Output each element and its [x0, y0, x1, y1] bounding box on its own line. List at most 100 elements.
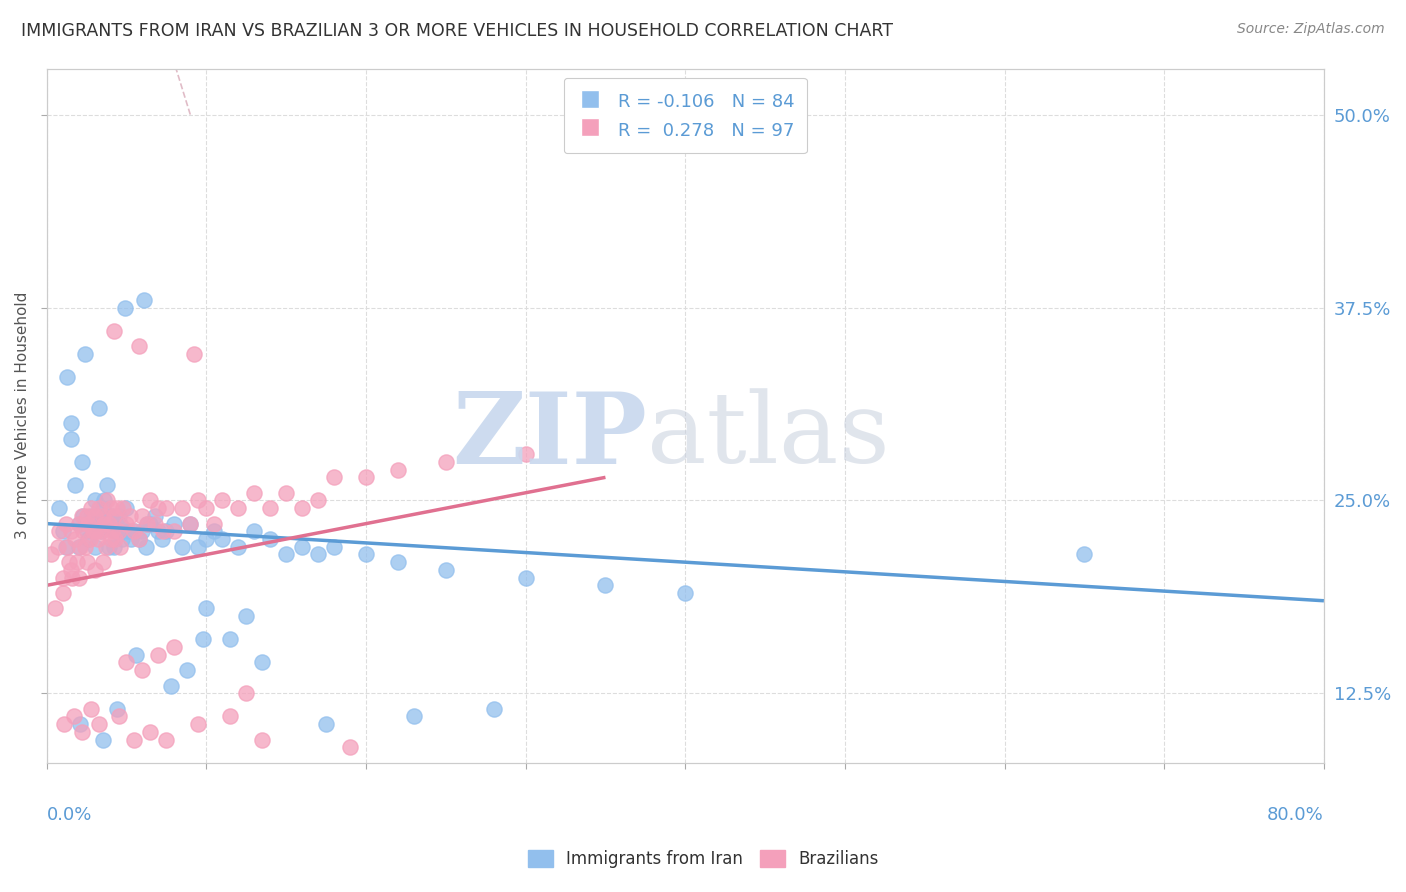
Point: [56, 370, 79, 384]
Point: [105, 702, 128, 716]
Point: [96, 493, 118, 508]
Point: [176, 663, 198, 677]
Point: [80, 508, 103, 523]
Point: [62, 709, 84, 723]
Point: [77, 532, 100, 546]
Point: [91, 555, 114, 569]
Point: [46, 540, 69, 554]
Point: [128, 532, 150, 546]
Point: [112, 501, 135, 516]
Point: [52, 586, 75, 600]
Point: [89, 501, 111, 516]
Point: [172, 501, 194, 516]
Point: [124, 524, 146, 539]
Point: [115, 656, 138, 670]
Point: [67, 540, 90, 554]
Text: IMMIGRANTS FROM IRAN VS BRAZILIAN 3 OR MORE VEHICLES IN HOUSEHOLD CORRELATION CH: IMMIGRANTS FROM IRAN VS BRAZILIAN 3 OR M…: [21, 22, 893, 40]
Point: [243, 485, 266, 500]
Point: [100, 508, 122, 523]
Point: [118, 508, 141, 523]
Point: [76, 508, 98, 523]
Point: [67, 571, 90, 585]
Point: [323, 540, 346, 554]
Text: atlas: atlas: [647, 389, 890, 484]
Point: [59, 417, 82, 431]
Point: [59, 432, 82, 446]
Point: [276, 548, 298, 562]
Text: 80.0%: 80.0%: [1267, 806, 1324, 824]
Point: [103, 324, 125, 338]
Point: [125, 648, 148, 662]
Point: [93, 493, 115, 508]
Point: [70, 455, 93, 469]
Point: [52, 571, 75, 585]
Point: [89, 717, 111, 731]
Point: [515, 571, 537, 585]
Point: [76, 555, 98, 569]
Point: [103, 508, 125, 523]
Point: [120, 532, 142, 546]
Point: [219, 709, 242, 723]
Point: [402, 709, 425, 723]
Point: [104, 524, 127, 539]
Point: [211, 493, 233, 508]
Point: [187, 717, 209, 731]
Point: [80, 702, 103, 716]
Point: [150, 532, 173, 546]
Text: ZIP: ZIP: [453, 388, 647, 485]
Point: [83, 508, 105, 523]
Point: [100, 501, 122, 516]
Point: [82, 524, 104, 539]
Point: [148, 524, 170, 539]
Point: [65, 532, 87, 546]
Point: [105, 501, 128, 516]
Point: [291, 501, 314, 516]
Point: [482, 702, 505, 716]
Point: [107, 709, 129, 723]
Point: [44, 601, 66, 615]
Point: [163, 524, 186, 539]
Point: [219, 632, 242, 647]
Point: [434, 455, 457, 469]
Point: [55, 540, 77, 554]
Point: [211, 532, 233, 546]
Point: [69, 717, 91, 731]
Point: [515, 447, 537, 461]
Point: [117, 524, 139, 539]
Point: [108, 516, 131, 531]
Point: [183, 347, 205, 361]
Point: [77, 516, 100, 531]
Point: [124, 732, 146, 747]
Point: [60, 571, 83, 585]
Point: [128, 532, 150, 546]
Point: [67, 516, 90, 531]
Point: [673, 586, 696, 600]
Point: [143, 516, 166, 531]
Point: [107, 524, 129, 539]
Point: [48, 501, 70, 516]
Point: [87, 508, 110, 523]
Point: [276, 485, 298, 500]
Point: [72, 524, 94, 539]
Point: [132, 293, 155, 307]
Point: [83, 493, 105, 508]
Point: [259, 501, 281, 516]
Point: [100, 532, 122, 546]
Point: [187, 540, 209, 554]
Point: [155, 732, 177, 747]
Point: [84, 524, 107, 539]
Point: [94, 516, 117, 531]
Point: [66, 555, 89, 569]
Point: [93, 516, 115, 531]
Text: Source: ZipAtlas.com: Source: ZipAtlas.com: [1237, 22, 1385, 37]
Point: [91, 508, 114, 523]
Point: [70, 508, 93, 523]
Point: [179, 516, 201, 531]
Point: [131, 524, 153, 539]
Point: [101, 524, 124, 539]
Point: [235, 609, 257, 624]
Point: [131, 663, 153, 677]
Point: [291, 540, 314, 554]
Point: [79, 532, 101, 546]
Point: [91, 501, 114, 516]
